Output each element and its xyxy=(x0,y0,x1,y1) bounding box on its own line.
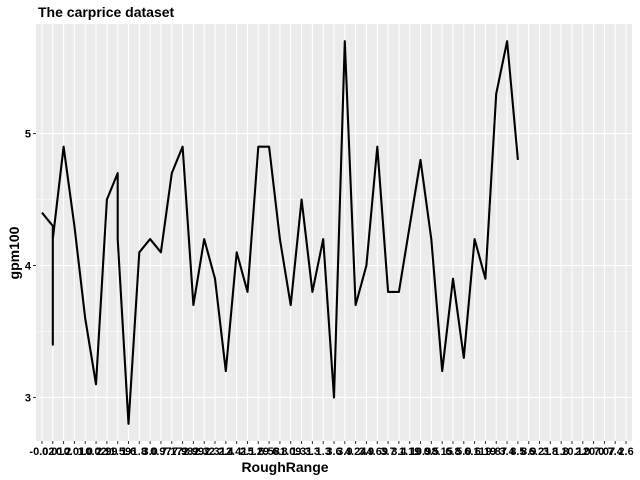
x-axis-ticks: -0.020.010.20.011.00.022.9911.591.61.83.… xyxy=(29,441,634,458)
x-tick-label: 3.9 xyxy=(337,446,352,458)
x-tick-label: 5.29 xyxy=(248,446,269,458)
y-tick-label: 5 xyxy=(25,129,31,141)
x-tick-label: 2.31 xyxy=(204,446,225,458)
x-tick-label: 0.01 xyxy=(64,446,85,458)
x-tick-label: 1.6 xyxy=(121,446,136,458)
x-tick-label: 10.1 xyxy=(561,446,582,458)
x-tick-label: 3.4 xyxy=(499,446,515,458)
x-tick-label: 6.11 xyxy=(464,446,485,458)
x-tick-label: 0.02 xyxy=(85,446,106,458)
x-tick-label: 1.09 xyxy=(280,446,301,458)
y-tick-label: 3 xyxy=(25,392,31,404)
x-tick-label: 8.9 xyxy=(521,446,536,458)
x-tick-label: 7.07 xyxy=(594,446,615,458)
x-tick-label: 3.8 xyxy=(543,446,558,458)
y-axis-label: gpm100 xyxy=(6,226,22,279)
x-tick-label: 6.8 xyxy=(445,446,460,458)
y-tick-label: 4 xyxy=(25,260,32,272)
x-tick-label: 8.15 xyxy=(431,446,452,458)
x-tick-label: 2.6 xyxy=(618,446,633,458)
x-tick-label: 3.4 xyxy=(391,446,407,458)
x-tick-label: 11.59 xyxy=(104,446,131,458)
x-axis-label: RoughRange xyxy=(241,459,328,475)
x-tick-label: 2.0 xyxy=(575,446,590,458)
x-tick-label: 6.8 xyxy=(272,446,287,458)
x-tick-label: 5.0 xyxy=(456,446,471,458)
x-tick-label: 2.1 xyxy=(240,446,255,458)
x-tick-label: 2.41 xyxy=(226,446,247,458)
x-tick-label: 2.4 xyxy=(218,446,234,458)
series-line xyxy=(41,40,519,425)
x-tick-label: 9.87 xyxy=(486,446,507,458)
x-tick-label: 0.2 xyxy=(56,446,71,458)
x-tick-label: 6.19 xyxy=(475,446,496,458)
x-tick-label: 3.9 xyxy=(359,446,374,458)
x-tick-label: 6.58 xyxy=(258,446,279,458)
x-tick-label: 4.24 xyxy=(345,446,367,458)
x-tick-label: 2.99 xyxy=(183,446,204,458)
x-tick-label: 0.01 xyxy=(42,446,63,458)
x-tick-label: 3.3 xyxy=(305,446,320,458)
x-tick-label: 20.0 xyxy=(583,446,604,458)
x-tick-label: 0.97 xyxy=(150,446,171,458)
x-tick-label: 3.6 xyxy=(326,446,341,458)
x-tick-label: 7.98 xyxy=(172,446,193,458)
x-tick-label: 1.8 xyxy=(553,446,568,458)
x-tick-label: -0.02 xyxy=(29,446,54,458)
x-tick-label: 6.21 xyxy=(529,446,550,458)
x-tick-label: 3.7 xyxy=(380,446,395,458)
x-tick-label: 2.32 xyxy=(193,446,214,458)
x-tick-label: 1.8 xyxy=(132,446,147,458)
x-tick-label: 0.5 xyxy=(424,446,439,458)
x-tick-label: 1.19 xyxy=(399,446,420,458)
x-tick-label: 1.3 xyxy=(316,446,331,458)
x-tick-label: 10.9 xyxy=(410,446,431,458)
x-tick-label: 7.4 xyxy=(608,446,624,458)
x-tick-label: 2.99 xyxy=(96,446,117,458)
chart-title: The carprice dataset xyxy=(38,4,175,20)
x-tick-label: 4.69 xyxy=(367,446,388,458)
x-tick-label: 1.0 xyxy=(78,446,93,458)
x-tick-label: 1.31 xyxy=(291,446,312,458)
x-tick-label: 7.17 xyxy=(161,446,182,458)
x-tick-label: 3.0 xyxy=(142,446,157,458)
x-tick-label: 8.5 xyxy=(510,446,525,458)
y-axis-ticks: 3 4 5 xyxy=(25,129,36,404)
